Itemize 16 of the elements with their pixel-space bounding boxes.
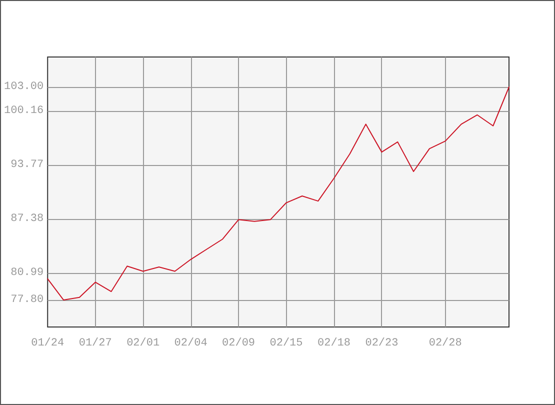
y-tick-label: 77.80 (10, 294, 44, 306)
x-tick-label: 02/04 (174, 338, 208, 350)
x-tick-label: 01/27 (78, 338, 112, 350)
x-tick-label: 02/23 (365, 338, 398, 350)
x-tick-label: 01/24 (31, 338, 65, 350)
x-tick-label: 02/01 (126, 338, 160, 350)
line-series (47, 86, 510, 300)
x-tick-label: 02/09 (222, 338, 256, 350)
y-tick-label: 87.38 (10, 213, 44, 225)
y-tick-label: 100.16 (4, 105, 44, 117)
x-tick-label: 02/18 (317, 338, 350, 350)
x-tick-label: 02/28 (428, 338, 462, 350)
y-tick-label: 103.00 (4, 81, 44, 93)
x-tick-label: 02/15 (270, 338, 303, 350)
y-tick-label: 93.77 (10, 159, 44, 171)
y-tick-label: 80.99 (10, 267, 44, 279)
